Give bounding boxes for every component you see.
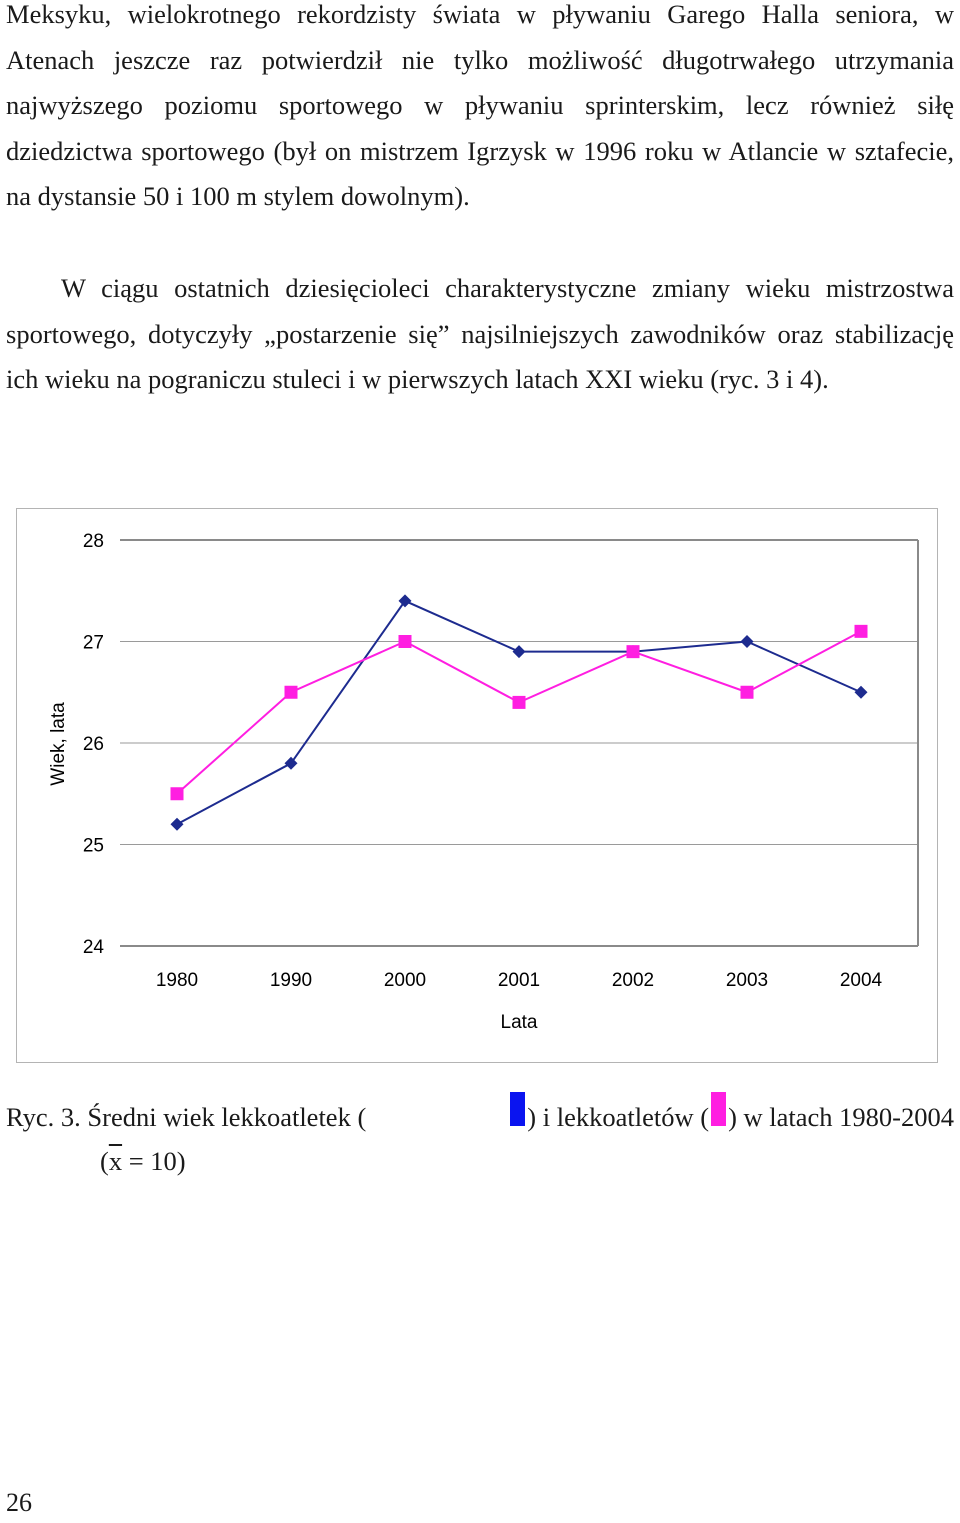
data-point-square bbox=[398, 635, 412, 648]
page-number: 26 bbox=[6, 1488, 32, 1517]
caption-suffix: ) w latach 1980-2004 bbox=[728, 1102, 954, 1132]
caption-prefix: Ryc. 3. Średni wiek lekkoatletek ( bbox=[6, 1102, 367, 1132]
x-tick-label: 2002 bbox=[612, 970, 654, 991]
age-line-chart: 24 25 26 27 28 1980 1990 2000 2001 2002 2003 2004 La… bbox=[48, 531, 919, 1033]
x-axis-label: Lata bbox=[501, 1012, 538, 1033]
x-tick-label: 2004 bbox=[840, 970, 883, 991]
data-point-diamond bbox=[512, 645, 526, 659]
caption-line-2: (x = 10) bbox=[6, 1141, 954, 1181]
chart-frame: 24 25 26 27 28 1980 1990 2000 2001 2002 2003 2004 La… bbox=[16, 508, 938, 1063]
data-point-square bbox=[626, 645, 640, 659]
data-point-square bbox=[740, 685, 754, 699]
data-point-square bbox=[170, 787, 184, 801]
data-point-diamond bbox=[170, 817, 184, 831]
female-swatch-icon bbox=[510, 1092, 526, 1126]
x-tick-label: 1980 bbox=[156, 970, 198, 991]
x-tick-label: 1990 bbox=[270, 970, 312, 991]
y-tick-label: 25 bbox=[83, 836, 104, 857]
series-line bbox=[176, 599, 862, 826]
y-axis-label: Wiek, lata bbox=[48, 702, 69, 786]
x-tick-label: 2001 bbox=[498, 970, 540, 991]
data-point-square bbox=[284, 685, 298, 699]
data-point-diamond bbox=[740, 635, 754, 648]
data-point-square bbox=[854, 624, 868, 638]
x-tick-label: 2000 bbox=[384, 970, 426, 991]
caption-line2-rest: = 10) bbox=[122, 1146, 186, 1176]
paragraph-2: W ciągu ostatnich dziesięcioleci charakt… bbox=[6, 273, 954, 395]
figure-caption: Ryc. 3. Średni wiek lekkoatletek ( ) i l… bbox=[6, 1092, 954, 1181]
data-point-diamond bbox=[398, 594, 412, 608]
y-tick-label: 26 bbox=[83, 734, 104, 755]
y-tick-label: 27 bbox=[83, 633, 104, 654]
caption-open-paren: ( bbox=[100, 1146, 109, 1176]
paragraph-1: Meksyku, wielokrotnego rekordzisty świat… bbox=[6, 0, 954, 212]
male-swatch-icon bbox=[711, 1092, 727, 1126]
caption-line-1: Ryc. 3. Średni wiek lekkoatletek ( ) i l… bbox=[6, 1092, 954, 1137]
data-point-diamond bbox=[284, 756, 298, 770]
caption-x-bar: x bbox=[108, 1146, 123, 1176]
y-tick-label: 24 bbox=[83, 937, 105, 958]
data-point-square bbox=[512, 695, 526, 709]
y-tick-label: 28 bbox=[83, 531, 104, 552]
caption-middle: ) i lekkoatletów ( bbox=[527, 1102, 710, 1132]
x-tick-label: 2003 bbox=[726, 970, 768, 991]
data-point-diamond bbox=[854, 685, 868, 699]
